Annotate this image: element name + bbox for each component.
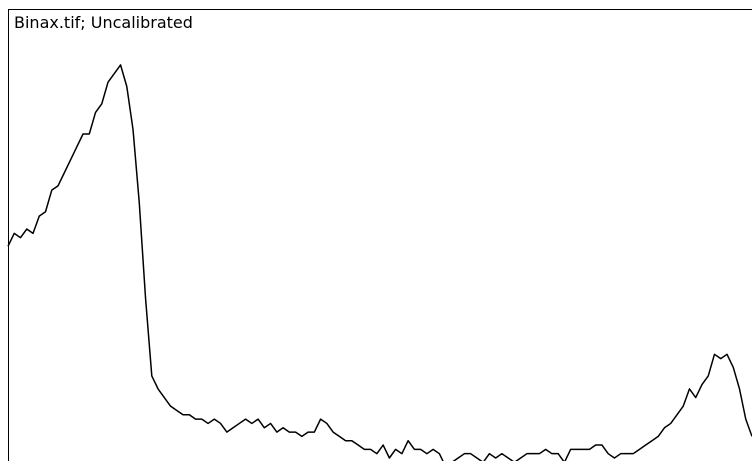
plot-frame xyxy=(8,9,752,461)
plot-title: Binax.tif; Uncalibrated xyxy=(14,13,193,32)
profile-line xyxy=(7,64,752,461)
